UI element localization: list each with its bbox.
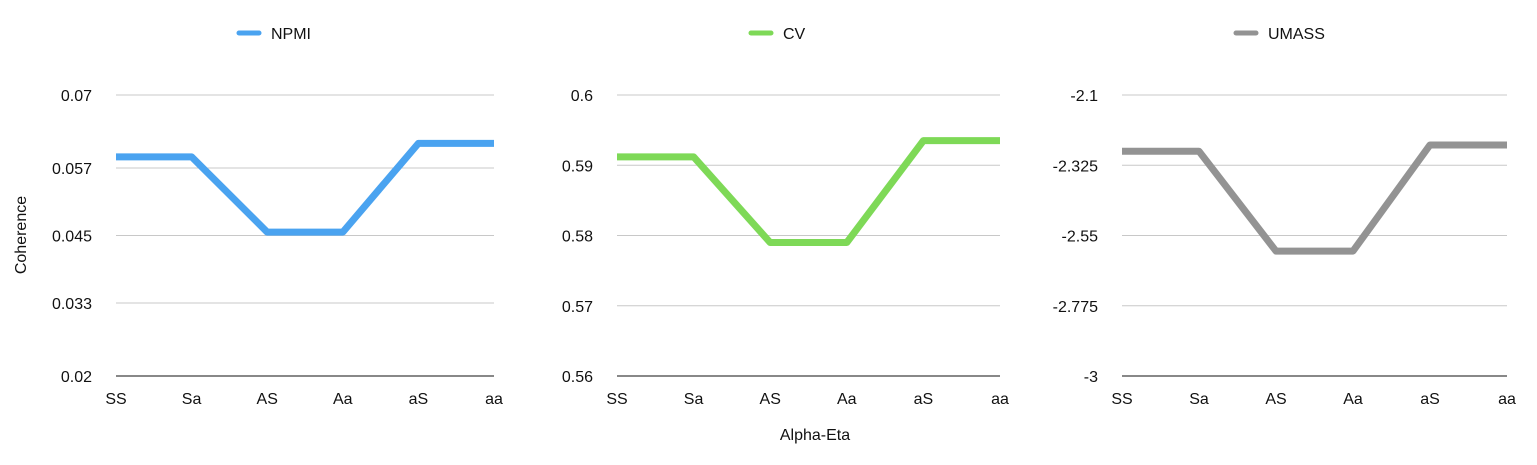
y-tick-label: 0.58 [562,229,593,246]
x-tick-label: aS [1420,391,1440,408]
y-tick-label: -2.775 [1053,299,1098,316]
chart-panel-2: 0.6 0.59 0.58 0.57 0.56 SS Sa AS Aa aS aa CV [562,26,1009,408]
x-tick-label: aa [991,391,1009,408]
y-tick-label: -2.325 [1053,158,1098,175]
y-axis-title: Coherence [13,196,30,274]
x-tick-label: Sa [684,391,704,408]
x-tick-label: AS [257,391,278,408]
x-tick-label: AS [1265,391,1286,408]
legend-label: NPMI [271,26,311,43]
y-tick-label: 0.045 [52,229,92,246]
y-tick-label: 0.033 [52,296,92,313]
y-tick-label: 0.057 [52,161,92,178]
legend-label: UMASS [1268,26,1325,43]
x-tick-label: Aa [837,391,857,408]
y-tick-label: 0.6 [571,88,593,105]
x-tick-label: aa [1498,391,1516,408]
x-tick-label: Aa [333,391,353,408]
y-tick-label: 0.02 [61,369,92,386]
legend-label: CV [783,26,806,43]
chart-panel-1: 0.07 0.057 0.045 0.033 0.02 SS Sa AS Aa aS aa NPMI [52,26,503,408]
x-tick-label: Sa [182,391,202,408]
x-tick-label: AS [760,391,781,408]
x-tick-label: SS [105,391,126,408]
x-tick-label: SS [1111,391,1132,408]
x-tick-label: aa [485,391,503,408]
x-tick-label: SS [606,391,627,408]
x-axis-title: Alpha-Eta [780,427,850,444]
y-tick-label: 0.07 [61,88,92,105]
x-tick-label: aS [409,391,429,408]
y-tick-label: 0.59 [562,158,593,175]
series-line-npmi [116,139,494,236]
y-tick-label: -2.1 [1070,88,1098,105]
series-line-cv [617,137,1000,247]
x-tick-label: aS [914,391,934,408]
series-line-umass [1122,141,1507,255]
y-tick-label: 0.56 [562,369,593,386]
y-tick-label: -2.55 [1062,229,1099,246]
y-tick-label: -3 [1084,369,1098,386]
y-tick-label: 0.57 [562,299,593,316]
x-tick-label: Sa [1189,391,1209,408]
chart-panel-3: -2.1 -2.325 -2.55 -2.775 -3 SS Sa AS Aa aS aa UMASS [1053,26,1516,408]
x-tick-label: Aa [1343,391,1363,408]
